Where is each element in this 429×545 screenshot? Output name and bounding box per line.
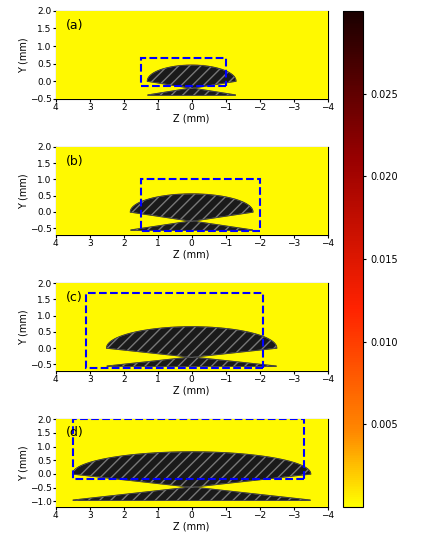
X-axis label: Z (mm): Z (mm)	[173, 113, 210, 123]
X-axis label: Z (mm): Z (mm)	[173, 385, 210, 395]
Polygon shape	[73, 452, 311, 500]
X-axis label: Z (mm): Z (mm)	[173, 249, 210, 259]
Text: (c): (c)	[66, 291, 83, 304]
Polygon shape	[148, 65, 236, 95]
Polygon shape	[148, 65, 236, 95]
Polygon shape	[107, 327, 277, 366]
Y-axis label: Y (mm): Y (mm)	[18, 173, 28, 209]
Polygon shape	[130, 194, 253, 230]
Y-axis label: Y (mm): Y (mm)	[18, 445, 28, 481]
Polygon shape	[130, 194, 253, 230]
Polygon shape	[73, 452, 311, 500]
Polygon shape	[107, 327, 277, 366]
Text: (a): (a)	[66, 19, 84, 32]
Text: (b): (b)	[66, 155, 84, 168]
Text: (d): (d)	[66, 426, 84, 439]
X-axis label: Z (mm): Z (mm)	[173, 522, 210, 531]
Y-axis label: Y (mm): Y (mm)	[18, 309, 28, 345]
Y-axis label: Y (mm): Y (mm)	[18, 37, 28, 72]
